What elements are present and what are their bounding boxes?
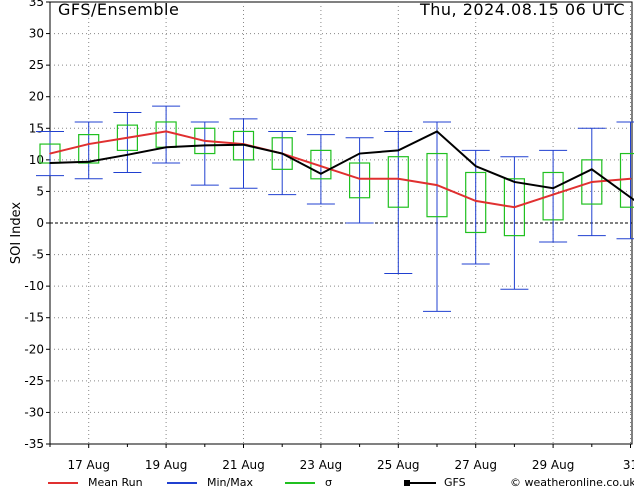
gfs-point bbox=[397, 149, 400, 152]
mean-run-point bbox=[552, 193, 554, 196]
credit-text: © weatheronline.co.uk bbox=[510, 476, 634, 489]
gfs-point bbox=[242, 143, 245, 146]
y-tick-label: -25 bbox=[24, 374, 44, 388]
legend-gfs-label: GFS bbox=[444, 476, 466, 489]
chart-title: GFS/Ensemble bbox=[58, 0, 180, 19]
sigma-box bbox=[542, 171, 564, 221]
mean-run-point bbox=[474, 200, 477, 202]
x-tick-label: 27 Aug bbox=[454, 458, 497, 472]
gfs-point bbox=[513, 181, 516, 183]
gfs-point bbox=[87, 160, 90, 163]
chart-date: Thu, 2024.08.15 06 UTC bbox=[420, 0, 626, 19]
gfs-point bbox=[474, 165, 477, 167]
x-tick-label: 31 bbox=[623, 458, 634, 472]
x-tick-label: 23 Aug bbox=[300, 458, 343, 472]
mean-run-point bbox=[49, 152, 51, 155]
mean-run-point bbox=[204, 140, 206, 142]
gfs-point bbox=[591, 168, 593, 171]
gfs-point bbox=[204, 144, 206, 147]
mean-run-point bbox=[397, 178, 400, 180]
legend-gfs-swatch bbox=[410, 482, 436, 484]
legend-sigma-label: σ bbox=[325, 476, 332, 489]
sigma-box bbox=[349, 162, 371, 199]
legend: Mean Run Min/Max σ GFS © weatheronline.c… bbox=[0, 476, 634, 490]
legend-mean-swatch bbox=[48, 482, 78, 484]
legend-mean-label: Mean Run bbox=[88, 476, 143, 489]
y-tick-label: -35 bbox=[24, 437, 44, 451]
sigma-box bbox=[387, 156, 409, 208]
gfs-line bbox=[49, 130, 634, 202]
mean-run-point bbox=[436, 184, 438, 186]
sigma-box bbox=[426, 152, 448, 218]
gfs-point bbox=[320, 172, 322, 175]
x-tick-label: 29 Aug bbox=[532, 458, 575, 472]
gfs-point bbox=[126, 154, 129, 156]
x-tick-label: 19 Aug bbox=[145, 458, 188, 472]
legend-minmax-swatch bbox=[167, 482, 197, 484]
mean-run-point bbox=[358, 178, 361, 180]
y-tick-label: -15 bbox=[24, 311, 44, 325]
y-tick-label: 25 bbox=[29, 58, 44, 72]
y-tick-label: 0 bbox=[36, 216, 44, 230]
legend-credit: © weatheronline.co.uk bbox=[510, 476, 634, 490]
y-tick-label: -10 bbox=[24, 279, 44, 293]
y-tick-label: 35 bbox=[29, 0, 44, 9]
legend-sigma-swatch bbox=[285, 482, 315, 484]
gfs-point bbox=[49, 162, 51, 164]
y-tick-label: -5 bbox=[32, 248, 44, 262]
gfs-point bbox=[436, 130, 438, 133]
gfs-point bbox=[358, 152, 361, 155]
legend-gfs-dot bbox=[404, 480, 410, 486]
gfs-point bbox=[281, 152, 284, 155]
mean-run-point bbox=[165, 130, 167, 133]
legend-minmax-label: Min/Max bbox=[207, 476, 253, 489]
sigma-box bbox=[271, 137, 293, 170]
y-axis-label: SOI Index bbox=[9, 202, 24, 265]
y-tick-label: -30 bbox=[24, 405, 44, 419]
mean-run-point bbox=[320, 165, 322, 167]
mean-run-point bbox=[513, 206, 516, 209]
y-tick-label: 10 bbox=[29, 153, 44, 167]
y-tick-label: 20 bbox=[29, 90, 44, 104]
mean-run-point bbox=[126, 136, 129, 139]
mean-run-point bbox=[629, 178, 632, 180]
mean-run-point bbox=[591, 181, 593, 183]
x-tick-label: 21 Aug bbox=[222, 458, 265, 472]
y-tick-label: 30 bbox=[29, 27, 44, 41]
sigma-box bbox=[310, 149, 332, 180]
sigma-box bbox=[78, 134, 100, 164]
y-tick-label: -20 bbox=[24, 342, 44, 356]
mean-run-line bbox=[49, 130, 631, 209]
gfs-point bbox=[165, 146, 167, 149]
y-tick-label: 5 bbox=[36, 184, 44, 198]
y-tick-label: 15 bbox=[29, 121, 44, 135]
mean-run-point bbox=[87, 143, 90, 145]
x-tick-label: 25 Aug bbox=[377, 458, 420, 472]
sigma-box bbox=[503, 178, 525, 237]
soi-chart: 35 30 25 20 15 10 5 0 -5 -10 -15 -20 -25 -30 -35 17 Aug… bbox=[9, 0, 634, 472]
sigma-box bbox=[116, 124, 139, 151]
gfs-point bbox=[552, 187, 554, 190]
x-tick-label: 17 Aug bbox=[67, 458, 110, 472]
